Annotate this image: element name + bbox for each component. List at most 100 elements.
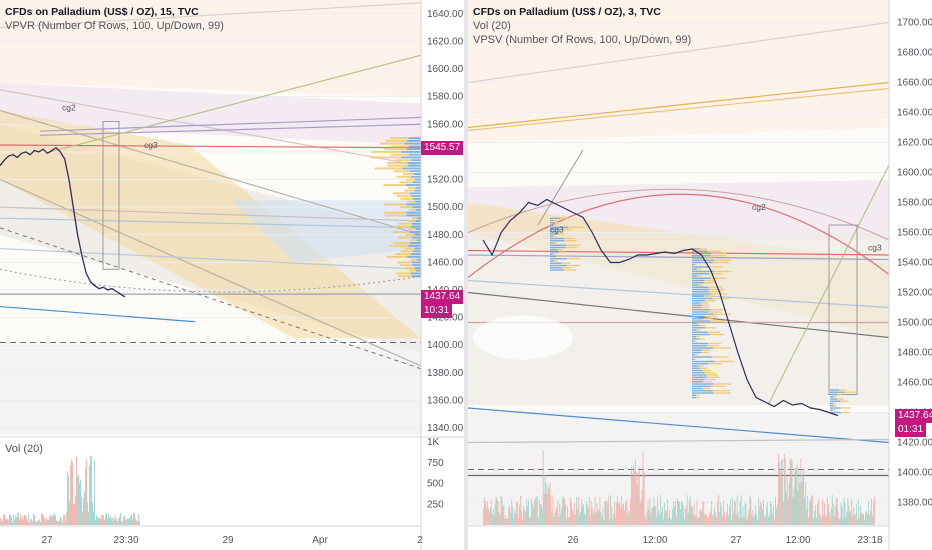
right-volume-bar bbox=[724, 511, 725, 525]
left-vp-bar-down bbox=[406, 139, 421, 142]
right-vp2-up bbox=[696, 322, 701, 324]
right-volume-bar bbox=[845, 517, 847, 525]
right-volume-bar bbox=[802, 474, 804, 525]
right-volume-bar bbox=[602, 507, 604, 525]
right-vp2-up bbox=[700, 302, 708, 304]
left-vp-bar-down bbox=[415, 178, 421, 181]
right-vp1-up bbox=[565, 246, 578, 249]
right-volume-bar bbox=[672, 509, 673, 525]
left-volume-bar bbox=[60, 516, 61, 525]
left-zone-top bbox=[0, 0, 421, 97]
left-vp-bar-up bbox=[374, 167, 403, 170]
right-volume-bar bbox=[680, 501, 682, 525]
right-volume-bar bbox=[738, 518, 740, 525]
left-volume-bar bbox=[46, 517, 47, 525]
left-vp-bar-up bbox=[383, 148, 407, 151]
right-volume-bar bbox=[862, 514, 863, 525]
right-volume-bar bbox=[688, 500, 690, 525]
left-volume-bar bbox=[3, 514, 4, 525]
left-volume-bar bbox=[71, 460, 72, 525]
right-volume-bar bbox=[656, 516, 658, 525]
left-volume-bar bbox=[90, 455, 91, 525]
right-volume-bar bbox=[766, 507, 767, 525]
left-volume-bar bbox=[96, 515, 97, 525]
right-volume-bar bbox=[713, 513, 714, 525]
right-volume-bar bbox=[542, 450, 544, 525]
left-volume-bar bbox=[74, 504, 75, 525]
right-volume-bar bbox=[563, 497, 565, 525]
right-volume-bar bbox=[568, 517, 569, 525]
left-volume-bar bbox=[22, 516, 23, 525]
left-volume-bar bbox=[98, 517, 99, 525]
right-volume-bar bbox=[783, 453, 785, 525]
left-volume-bar bbox=[113, 520, 114, 525]
right-volume-bar bbox=[560, 513, 562, 525]
right-vp2-up bbox=[701, 304, 710, 306]
right-vp1-down bbox=[550, 255, 557, 258]
right-vp2-up bbox=[694, 358, 697, 360]
left-price-line bbox=[0, 146, 126, 298]
left-volume-bar bbox=[0, 518, 1, 525]
left-price-tick-label: 1480.00 bbox=[427, 230, 464, 241]
left-vp-bar-up bbox=[383, 184, 406, 187]
left-volume-bar bbox=[132, 519, 133, 525]
left-vp-bar-up bbox=[386, 255, 408, 258]
left-vp-bar-up bbox=[409, 269, 417, 272]
right-volume-bar bbox=[550, 496, 552, 525]
left-time-tick-label: 23:30 bbox=[113, 535, 138, 546]
right-volume-bar bbox=[743, 517, 745, 525]
left-chart-pane[interactable]: cg2 cg3 1640.00 1620.00 1600.00 1580.00 1560.0… bbox=[0, 0, 464, 550]
left-volume-bar bbox=[133, 514, 134, 525]
right-vp2-down bbox=[692, 338, 700, 340]
left-vp-bar-up bbox=[398, 236, 412, 239]
left-vp-bar-down bbox=[416, 258, 421, 261]
right-volume-bar bbox=[541, 508, 543, 525]
left-vp-bar-up bbox=[390, 137, 409, 140]
left-time-tick-label: 2 bbox=[417, 535, 423, 546]
right-volume-bar bbox=[774, 519, 775, 525]
left-vp-bar-up bbox=[384, 203, 407, 206]
right-volume-bar bbox=[527, 505, 528, 525]
right-volume-bar bbox=[734, 501, 736, 525]
left-vp-bar-down bbox=[412, 197, 421, 200]
right-volume-bar bbox=[641, 489, 643, 525]
left-volume-bar bbox=[77, 476, 78, 525]
right-volume-bar bbox=[852, 516, 854, 525]
right-volume-bar bbox=[819, 513, 820, 525]
left-vp-bar-down bbox=[408, 145, 421, 148]
left-vp-bar-up bbox=[389, 244, 409, 247]
right-vp2-down bbox=[692, 360, 715, 363]
right-legend: CFDs on Palladium (US$ / OZ), 3, TVC Vol… bbox=[473, 5, 691, 47]
right-volume-bar bbox=[714, 506, 715, 525]
right-vp2-down bbox=[692, 257, 704, 259]
left-vp-bar-down bbox=[406, 214, 421, 217]
left-vp-bar-up bbox=[387, 164, 408, 167]
right-volume-bar bbox=[624, 510, 625, 525]
right-vp2-up bbox=[699, 338, 705, 340]
right-volume-bar bbox=[536, 496, 538, 525]
pane-divider[interactable] bbox=[464, 0, 468, 550]
right-volume-bar bbox=[616, 502, 617, 525]
right-volume-bar bbox=[864, 519, 865, 525]
right-trend-line bbox=[468, 407, 890, 444]
right-chart-canvas[interactable]: cg2 cg3 cg3 1700.00 1680.00 1660.00 1640.00 162… bbox=[468, 0, 932, 550]
right-volume-bar bbox=[597, 510, 599, 525]
left-chart-canvas[interactable]: cg2 cg3 1640.00 1620.00 1600.00 1580.00 1560.0… bbox=[0, 0, 464, 550]
right-volume-bar bbox=[687, 512, 689, 525]
right-volume-bar bbox=[828, 512, 830, 525]
left-volume-bar bbox=[61, 518, 62, 525]
left-vp-bar-up bbox=[396, 272, 412, 275]
right-volume-bar bbox=[533, 499, 535, 525]
left-price-tick-label: 1620.00 bbox=[427, 36, 464, 47]
right-volume-bar bbox=[700, 508, 702, 525]
left-volume-bar bbox=[52, 516, 53, 525]
right-chart-pane[interactable]: cg2 cg3 cg3 1700.00 1680.00 1660.00 1640.00 162… bbox=[468, 0, 932, 550]
left-zone-band bbox=[0, 110, 421, 339]
right-volume-bar bbox=[555, 510, 557, 525]
right-volume-bar bbox=[797, 490, 799, 525]
right-vp2-up bbox=[708, 363, 722, 365]
right-vp1-down bbox=[550, 260, 555, 262]
right-vp2-down bbox=[692, 327, 706, 329]
left-time-tick-label: 27 bbox=[41, 535, 53, 546]
left-volume-bar bbox=[99, 517, 100, 525]
